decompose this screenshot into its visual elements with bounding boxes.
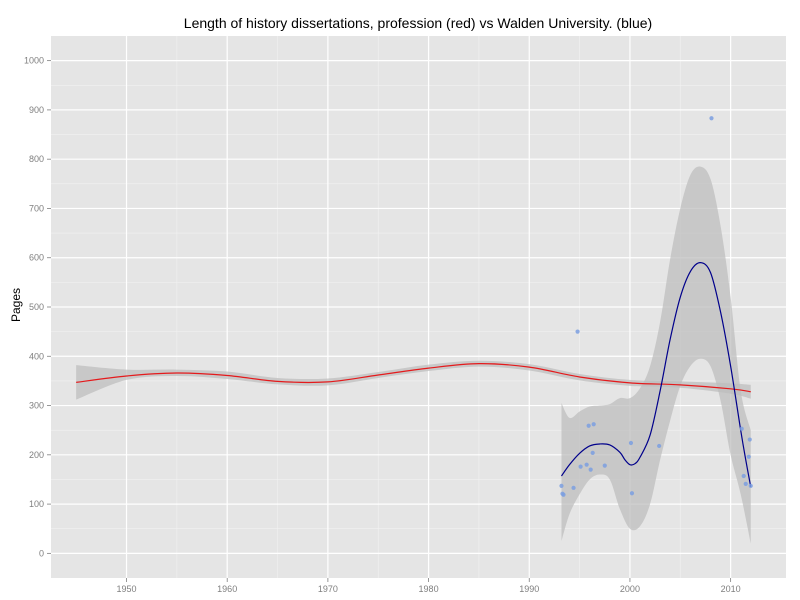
- y-tick-label: 200: [29, 450, 44, 460]
- data-point-walden: [739, 426, 744, 431]
- data-point-walden: [575, 329, 580, 334]
- chart-title: Length of history dissertations, profess…: [184, 15, 652, 31]
- confidence-band-profession: [76, 360, 751, 400]
- x-tick-label: 2000: [620, 584, 640, 594]
- y-tick-label: 1000: [24, 56, 44, 66]
- y-axis-label: Pages: [9, 288, 23, 322]
- smooth-lines: [76, 262, 752, 487]
- y-tick-label: 0: [39, 548, 44, 558]
- data-point-walden: [743, 481, 748, 486]
- y-tick-label: 800: [29, 154, 44, 164]
- data-point-walden: [747, 437, 752, 442]
- trend-line-walden: [560, 262, 752, 487]
- x-tick-label: 1980: [419, 584, 439, 594]
- trend-line-profession: [76, 363, 751, 393]
- data-point-walden: [628, 440, 634, 446]
- y-tick-label: 600: [29, 253, 44, 263]
- x-tick-label: 1960: [217, 584, 237, 594]
- data-point-walden: [561, 492, 566, 497]
- data-point-walden: [741, 473, 746, 479]
- data-point-walden: [578, 464, 583, 469]
- data-point-walden: [590, 450, 595, 455]
- y-tick-label: 900: [29, 105, 44, 115]
- data-point-walden: [571, 485, 576, 490]
- data-point-walden: [746, 454, 751, 459]
- x-tick-label: 1990: [519, 584, 539, 594]
- y-tick-label: 500: [29, 302, 44, 312]
- scatter-points: [559, 116, 753, 497]
- y-tick-label: 100: [29, 499, 44, 509]
- x-axis: 1950 1960 1970 1980 1990 2000 2010: [116, 578, 741, 594]
- data-point-walden: [586, 423, 591, 428]
- major-gridlines: [51, 36, 786, 578]
- data-point-walden: [629, 491, 635, 496]
- data-point-walden: [748, 483, 753, 488]
- y-tick-label: 400: [29, 351, 44, 361]
- data-point-walden: [591, 422, 596, 427]
- y-tick-label: 300: [29, 401, 44, 411]
- data-point-walden: [559, 483, 564, 488]
- confidence-band-walden: [561, 166, 751, 544]
- data-point-walden: [588, 467, 593, 472]
- x-tick-label: 1970: [318, 584, 338, 594]
- data-point-walden: [584, 462, 589, 467]
- confidence-bands: [76, 166, 751, 544]
- y-axis: 0 100 200 300 400 500 600 700 800 900 1000: [24, 56, 51, 558]
- data-point-walden: [657, 443, 662, 449]
- x-tick-label: 2010: [721, 584, 741, 594]
- data-point-walden: [709, 116, 714, 121]
- y-tick-label: 700: [29, 203, 44, 213]
- data-point-walden: [602, 463, 607, 468]
- x-tick-label: 1950: [116, 584, 136, 594]
